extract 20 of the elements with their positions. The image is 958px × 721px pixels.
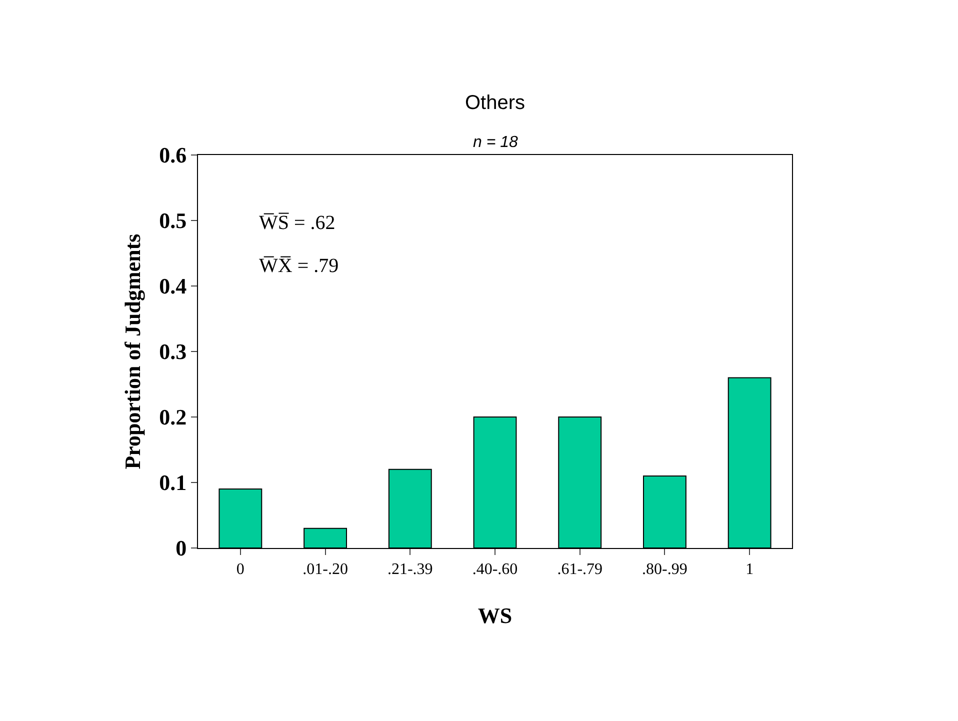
y-tick-label: 0.4 [159,274,187,299]
y-tick-label: 0 [176,536,187,561]
x-tick-label: .61-.79 [557,561,603,578]
x-tick-label: .01-.20 [302,561,348,578]
y-tick-label: 0.3 [159,339,187,364]
x-tick-label: .80-.99 [642,561,688,578]
chart-title: Others [465,92,526,114]
x-tick-label: .21-.39 [387,561,433,578]
x-tick-label: 0 [236,561,244,578]
chart-subtitle: n = 18 [473,134,518,151]
y-tick-label: 0.5 [159,208,187,234]
x-tick-label: 1 [746,561,754,578]
annotation: W̅S̅ = .62 [259,212,336,234]
annotation: W̅X̅ = .79 [259,255,339,277]
y-axis-title: Proportion of Judgments [120,233,145,470]
x-axis-title: WS [478,603,512,628]
x-tick-label: .40-.60 [472,561,518,578]
y-tick-label: 0.1 [159,470,187,496]
y-tick-label: 0.6 [159,142,187,168]
y-tick-label: 0.2 [159,404,187,430]
